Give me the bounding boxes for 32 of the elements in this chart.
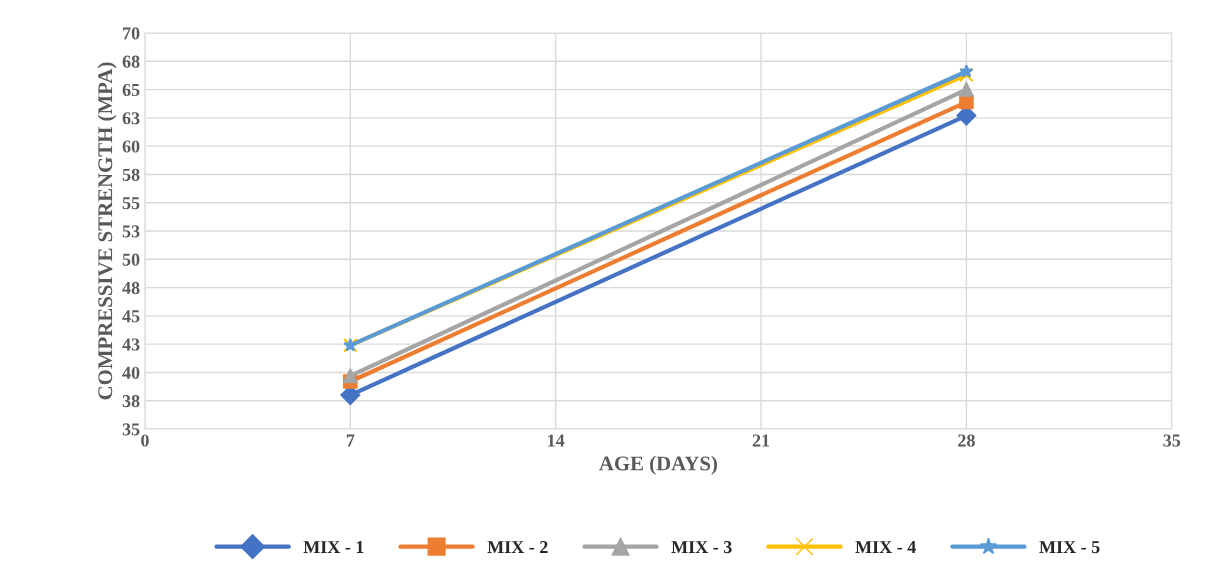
y-tick-label: 50 — [122, 253, 140, 266]
y-tick-label: 53 — [122, 225, 140, 238]
x-tick-label: 28 — [958, 434, 975, 447]
y-tick-label: 70 — [123, 27, 140, 40]
y-tick-label: 40 — [122, 366, 140, 379]
y-tick-label: 60 — [122, 140, 140, 153]
legend-label: MIX - 3 — [671, 541, 732, 554]
point — [959, 82, 974, 97]
y-tick-label: 45 — [122, 310, 140, 323]
y-tick-label: 38 — [122, 395, 140, 408]
point — [959, 64, 974, 78]
y-tick-label: 65 — [122, 83, 140, 97]
y-tick-label: 55 — [122, 197, 140, 210]
y-tick-label: 48 — [122, 281, 140, 295]
x-tick-label: 0 — [141, 434, 149, 447]
x-tick-label: 7 — [346, 434, 355, 447]
x-tick-label: 35 — [1163, 434, 1181, 447]
point — [959, 67, 974, 83]
x-tick-label: 21 — [752, 434, 770, 447]
x-tick-label: 14 — [548, 434, 565, 447]
y-axis-title: COMPRESSIVE STRENGTH (MPA) — [97, 62, 117, 400]
legend-label: MIX - 4 — [855, 541, 916, 553]
legend-label: MIX - 1 — [303, 541, 364, 553]
y-tick-label: 43 — [122, 338, 140, 351]
y-tick-label: 63 — [122, 112, 140, 125]
y-tick-label: 35 — [122, 423, 140, 436]
point — [343, 368, 358, 384]
y-tick-label: 58 — [122, 168, 140, 181]
y-tick-label: 68 — [122, 55, 140, 68]
legend-label: MIX - 5 — [1039, 541, 1100, 554]
x-axis-title: AGE (DAYS) — [599, 455, 717, 475]
legend-label: MIX - 2 — [487, 541, 548, 553]
